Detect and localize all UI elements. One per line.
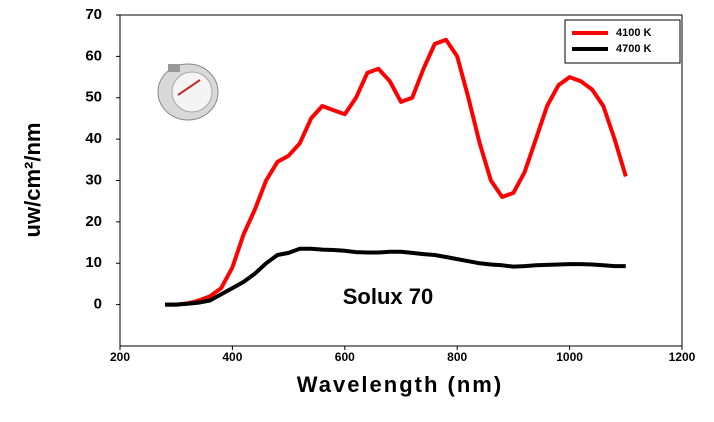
legend: [564, 19, 681, 64]
series-line: [165, 246, 626, 307]
legend-label: 4100 K: [616, 27, 652, 39]
series-line: [165, 37, 628, 307]
y-tick-label: 30: [85, 171, 102, 188]
y-tick-label: 70: [85, 6, 102, 23]
x-tick-label: 200: [110, 350, 130, 364]
x-tick-label: 1000: [556, 350, 583, 364]
x-tick-label: 600: [335, 350, 355, 364]
x-axis-label: Wavelength (nm): [297, 372, 503, 397]
annotation: Solux 70: [343, 284, 433, 309]
lamp-icon: [157, 63, 219, 121]
y-axis-label: uw/cm²/nm: [20, 123, 45, 238]
legend-label: 4700 K: [616, 43, 652, 55]
y-tick-label: 10: [85, 254, 102, 271]
y-tick-label: 20: [85, 213, 102, 230]
y-tick-label: 40: [85, 130, 102, 147]
y-tick-label: 60: [85, 47, 102, 64]
x-tick-label: 1200: [669, 350, 696, 364]
y-tick-label: 50: [85, 89, 102, 106]
x-tick-label: 800: [447, 350, 467, 364]
x-tick-label: 400: [222, 350, 242, 364]
y-tick-label: 0: [94, 296, 102, 313]
